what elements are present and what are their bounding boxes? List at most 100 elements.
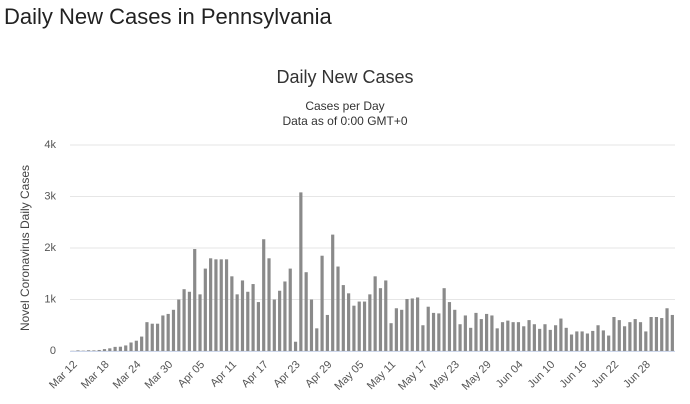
bar — [368, 294, 372, 351]
bar — [309, 299, 314, 351]
bar — [564, 327, 568, 351]
bar — [665, 308, 669, 351]
bar — [410, 298, 414, 351]
bar — [251, 284, 255, 351]
bar — [113, 346, 117, 351]
bar — [288, 268, 292, 351]
bar — [660, 318, 664, 351]
x-tick-label: May 29 — [460, 359, 494, 393]
bar — [230, 276, 234, 351]
bar — [458, 324, 462, 351]
bar — [516, 322, 521, 351]
bar — [453, 309, 457, 351]
bar — [554, 325, 558, 351]
bar — [341, 285, 345, 351]
bar — [394, 308, 398, 351]
bar — [421, 325, 425, 351]
bar — [373, 276, 377, 351]
bar — [336, 266, 340, 351]
x-tick-label: Mar 24 — [111, 359, 144, 392]
bar — [442, 288, 446, 351]
bar — [299, 192, 303, 351]
x-tick-label: Jun 10 — [526, 359, 558, 391]
bar — [92, 350, 96, 351]
bar — [378, 288, 383, 351]
bar — [437, 313, 441, 351]
bar — [469, 327, 473, 351]
bar — [431, 312, 436, 351]
bar — [543, 324, 547, 351]
bar — [538, 328, 542, 351]
bar — [506, 320, 510, 351]
bar — [320, 255, 324, 351]
bar — [585, 333, 590, 351]
bar — [198, 294, 202, 351]
bar — [278, 290, 282, 351]
bar — [129, 342, 133, 351]
bar — [622, 326, 627, 351]
bar — [384, 280, 388, 351]
chart-subtitle: Cases per Day — [305, 99, 384, 113]
bar — [166, 313, 170, 351]
bar — [209, 258, 213, 351]
y-tick-label: 0 — [50, 345, 56, 357]
bar — [670, 314, 674, 351]
bar — [569, 334, 574, 351]
bar — [559, 318, 563, 351]
x-tick-label: Apr 23 — [271, 359, 302, 390]
y-axis-label: Novel Coronavirus Daily Cases — [18, 165, 32, 331]
bar — [447, 302, 452, 351]
x-tick-label: May 23 — [428, 359, 462, 393]
bar — [304, 272, 308, 351]
chart-subtitle: Data as of 0:00 GMT+0 — [282, 114, 407, 128]
bar — [76, 350, 80, 351]
chart-title: Daily New Cases — [276, 67, 413, 87]
x-tick-label: Mar 18 — [79, 359, 112, 392]
bar — [596, 325, 600, 351]
bar — [161, 315, 165, 351]
bar — [246, 291, 250, 351]
bar — [463, 315, 467, 351]
bar — [591, 330, 595, 351]
y-tick-label: 4k — [44, 139, 56, 151]
x-tick-label: May 11 — [365, 359, 398, 392]
bar — [108, 348, 112, 351]
x-tick-label: Apr 17 — [239, 359, 270, 390]
x-tick-label: May 05 — [332, 359, 366, 393]
bar — [97, 349, 101, 351]
bar — [256, 302, 260, 351]
x-tick-label: Mar 12 — [47, 359, 80, 392]
bar — [485, 313, 489, 351]
x-tick-label: Jun 16 — [557, 359, 589, 391]
bar — [575, 331, 579, 351]
bar — [177, 299, 181, 351]
y-tick-label: 2k — [44, 242, 56, 254]
x-tick-label: Jun 28 — [621, 359, 653, 391]
bar — [283, 281, 287, 351]
x-tick-label: Apr 05 — [176, 359, 207, 390]
bar — [400, 309, 404, 351]
bar — [150, 323, 154, 351]
bar — [352, 305, 356, 351]
x-tick-label: May 17 — [396, 359, 430, 393]
bar — [607, 335, 611, 351]
bar — [203, 268, 207, 351]
bar — [272, 299, 276, 351]
bar — [193, 249, 197, 351]
bar — [145, 322, 149, 351]
bar — [102, 349, 107, 351]
bar — [500, 322, 505, 351]
bar — [474, 312, 478, 351]
bar — [633, 319, 637, 351]
bar — [522, 326, 526, 351]
bar — [347, 293, 351, 351]
bar — [580, 331, 584, 351]
bar — [118, 346, 123, 351]
bar — [293, 341, 298, 351]
bar — [140, 336, 144, 351]
bar — [527, 320, 531, 351]
bar — [405, 298, 409, 351]
x-tick-label: Mar 30 — [143, 359, 176, 392]
bar — [601, 330, 605, 351]
